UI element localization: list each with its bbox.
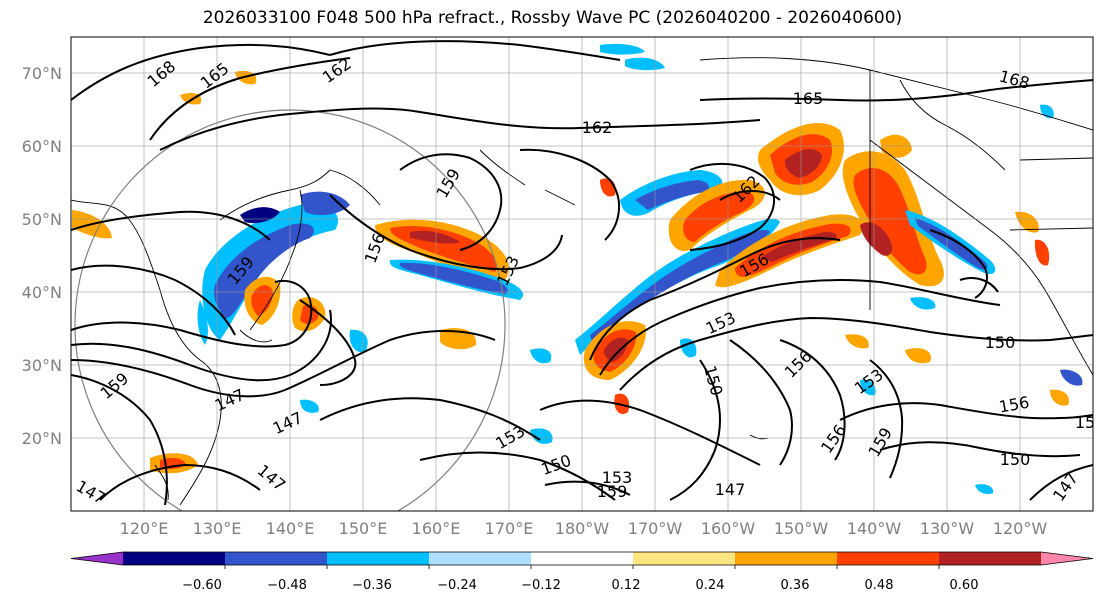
colorbar-segment bbox=[735, 552, 838, 565]
contour-label: 147 bbox=[715, 480, 746, 499]
lon-label: 140°W bbox=[847, 519, 902, 538]
map-title: 2026033100 F048 500 hPa refract., Rossby… bbox=[202, 8, 903, 28]
lat-label: 70°N bbox=[22, 64, 62, 83]
lon-label: 180°W bbox=[555, 519, 610, 538]
lon-label: 160°E bbox=[412, 519, 461, 538]
contour-label: 162 bbox=[582, 118, 613, 137]
contour-label: 159 bbox=[597, 482, 628, 501]
colorbar-tick-label: 0.60 bbox=[950, 578, 979, 593]
lon-label: 150°W bbox=[774, 519, 829, 538]
contour-label: 153 bbox=[602, 468, 633, 487]
colorbar-tick-label: −0.60 bbox=[182, 578, 222, 593]
colorbar-extend-high bbox=[1041, 552, 1093, 565]
colorbar-tick-label: 0.12 bbox=[612, 578, 641, 593]
lon-label: 170°E bbox=[485, 519, 534, 538]
lon-label: 160°W bbox=[701, 519, 756, 538]
colorbar-tick-label: −0.36 bbox=[352, 578, 392, 593]
contour-label: 165 bbox=[793, 89, 824, 108]
colorbar-segment bbox=[939, 552, 1042, 565]
colorbar-tick-label: 0.24 bbox=[696, 578, 725, 593]
colorbar-extend-low bbox=[71, 552, 123, 565]
lat-label: 50°N bbox=[22, 210, 62, 229]
colorbar-segment bbox=[429, 552, 532, 565]
colorbar-tick-label: 0.36 bbox=[781, 578, 810, 593]
lon-label: 120°E bbox=[120, 519, 169, 538]
lon-label: 130°E bbox=[193, 519, 242, 538]
lon-label: 130°W bbox=[920, 519, 975, 538]
lat-label: 30°N bbox=[22, 356, 62, 375]
colorbar-tick-label: −0.12 bbox=[521, 578, 561, 593]
lat-label: 60°N bbox=[22, 137, 62, 156]
latitude-axis: 70°N 60°N 50°N 40°N 30°N 20°N bbox=[22, 64, 62, 448]
colorbar-segment bbox=[837, 552, 940, 565]
colorbar-segment bbox=[327, 552, 430, 565]
plot-frame bbox=[70, 36, 1094, 512]
colorbar-outline bbox=[70, 551, 1094, 566]
colorbar-segment bbox=[225, 552, 328, 565]
contour-label: 150 bbox=[985, 333, 1016, 352]
colorbar-ticks: −0.60 −0.48 −0.36 −0.24 −0.12 0.12 0.24 … bbox=[182, 578, 978, 593]
lon-label: 170°W bbox=[628, 519, 683, 538]
colorbar-segment bbox=[123, 552, 226, 565]
reference-circle bbox=[74, 109, 506, 511]
colorbar-tick-label: 0.48 bbox=[865, 578, 894, 593]
colorbar-tick-label: −0.48 bbox=[267, 578, 307, 593]
colorbar-tick-label: −0.24 bbox=[437, 578, 477, 593]
lat-label: 20°N bbox=[22, 429, 62, 448]
colorbar bbox=[70, 551, 1094, 569]
lon-label: 140°E bbox=[266, 519, 315, 538]
gridlines bbox=[71, 37, 1093, 511]
lon-label: 120°W bbox=[993, 519, 1048, 538]
lon-label: 150°E bbox=[339, 519, 388, 538]
colorbar-segment bbox=[633, 552, 736, 565]
colorbar-segment bbox=[531, 552, 634, 565]
contour-label: 150 bbox=[1000, 450, 1031, 469]
longitude-axis: 120°E 130°E 140°E 150°E 160°E 170°E 180°… bbox=[120, 519, 1048, 538]
refractivity-contours bbox=[71, 40, 1093, 506]
contour-label: 15 bbox=[1075, 413, 1095, 432]
lat-label: 40°N bbox=[22, 283, 62, 302]
